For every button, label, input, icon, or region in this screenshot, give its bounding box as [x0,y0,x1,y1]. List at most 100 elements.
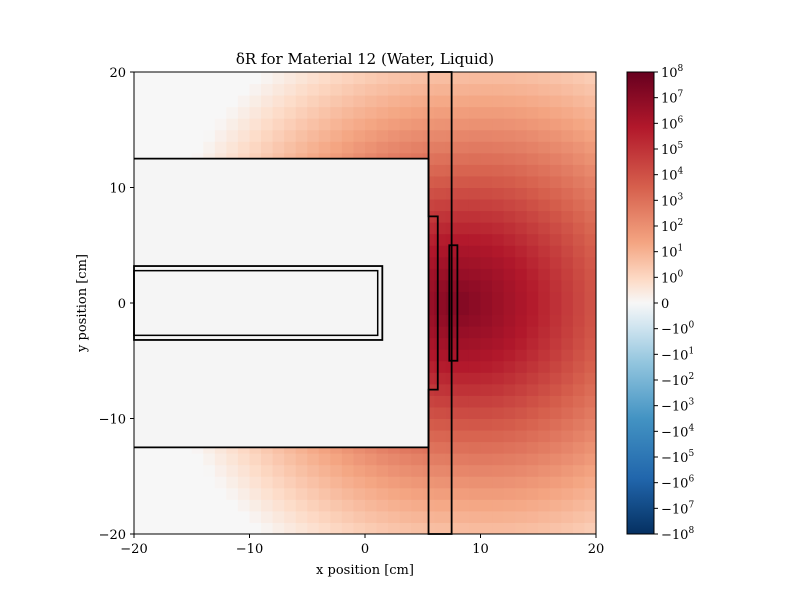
heat-cell [237,476,250,489]
heat-cell [584,256,597,269]
heat-cell [526,118,539,131]
heat-cell [237,453,250,466]
heat-cell [584,499,597,512]
heat-cell [492,72,505,85]
heat-cell [249,141,262,154]
heat-cell [515,291,528,304]
heat-cell [538,152,551,165]
heat-cell [330,464,343,477]
heat-cell [399,476,412,489]
heat-cell [572,314,585,327]
void-regions [134,158,429,448]
heat-cell [561,487,574,500]
heat-cell [492,279,505,292]
heat-cell [272,72,285,85]
heat-cell [134,118,147,131]
heat-cell [191,499,204,512]
heat-cell [538,118,551,131]
heat-cell [584,141,597,154]
heat-cell [561,383,574,396]
heat-cell [226,487,239,500]
heat-cell [272,522,285,535]
heat-cell [261,129,274,142]
heat-cell [203,499,216,512]
heat-cell [399,141,412,154]
heat-cell [503,106,516,119]
heat-cell [365,522,378,535]
heat-cell [561,268,574,281]
heat-cell [226,453,239,466]
heat-cell [538,337,551,350]
heat-cell [584,430,597,443]
heat-cell [365,83,378,96]
heat-cell [145,453,158,466]
heat-cell [538,106,551,119]
heat-cell [468,372,481,385]
heat-cell [549,383,562,396]
heat-cell [572,372,585,385]
heat-cell [492,175,505,188]
heat-cell [295,522,308,535]
heat-cell [134,510,147,523]
heat-cell [261,83,274,96]
heat-cell [503,499,516,512]
heat-cell [584,164,597,177]
heat-cell [572,72,585,85]
heat-cell [353,129,366,142]
heat-cell [538,164,551,177]
heat-cell [584,314,597,327]
heat-cell [157,487,170,500]
heat-cell [480,222,493,235]
heat-cell [515,199,528,212]
heat-cell [549,95,562,108]
heat-cell [330,129,343,142]
heat-cell [526,95,539,108]
heat-cell [411,72,424,85]
heat-cell [572,268,585,281]
heat-cell [572,476,585,489]
heat-cell [480,268,493,281]
heat-cell [365,464,378,477]
heat-cell [515,106,528,119]
heat-cell [549,164,562,177]
heat-cell [526,487,539,500]
heat-cell [457,233,470,246]
heat-cell [468,487,481,500]
heat-cell [515,406,528,419]
heat-cell [515,187,528,200]
heat-cell [584,245,597,258]
heat-cell [284,510,297,523]
heat-cell [411,476,424,489]
heat-cell [561,256,574,269]
heat-cell [503,222,516,235]
heat-cell [457,141,470,154]
heat-cell [284,129,297,142]
heat-cell [515,383,528,396]
chart-title: δR for Material 12 (Water, Liquid) [236,50,494,68]
heat-cell [249,83,262,96]
heat-cell [538,175,551,188]
heat-cell [561,199,574,212]
heat-cell [388,118,401,131]
heat-cell [145,83,158,96]
heat-cell [434,187,447,200]
heat-cell [561,106,574,119]
heat-cell [480,210,493,223]
heat-cell [549,522,562,535]
colorbar-tick-label: 104 [661,167,684,184]
heat-cell [284,487,297,500]
heat-cell [584,418,597,431]
heat-cell [434,395,447,408]
heat-cell [307,95,320,108]
heat-cell [261,118,274,131]
heat-cell [180,83,193,96]
y-tick-label: 0 [118,297,126,312]
heat-cell [249,453,262,466]
heat-cell [134,141,147,154]
heat-cell [584,522,597,535]
heat-cell [226,141,239,154]
heat-cell [561,72,574,85]
heat-cell [549,233,562,246]
heat-cell [480,476,493,489]
heat-cell [468,430,481,443]
